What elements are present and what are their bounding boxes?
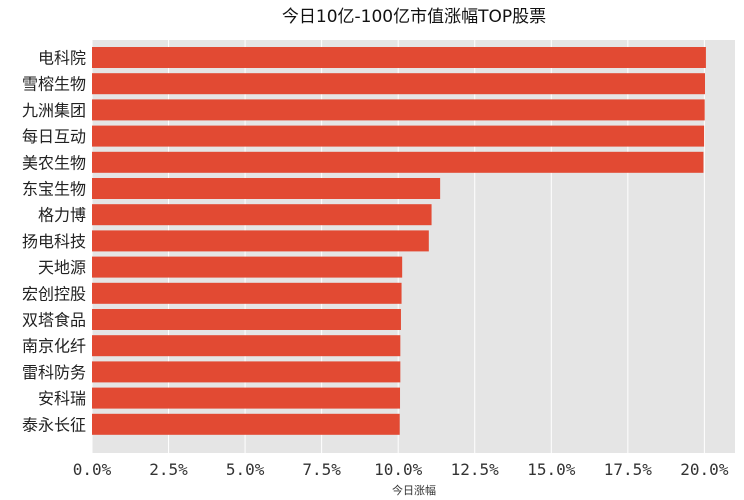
x-tick-label: 17.5% bbox=[604, 460, 653, 479]
x-tick-label: 7.5% bbox=[302, 460, 341, 479]
x-tick-label: 0.0% bbox=[73, 460, 112, 479]
bar bbox=[92, 256, 403, 278]
bar bbox=[92, 413, 400, 435]
bar bbox=[92, 230, 429, 252]
bar bbox=[92, 178, 441, 199]
x-tick-labels: 0.0% 2.5% 5.0% 7.5% 10.0% 12.5% 15.0% 17.5% 20.0… bbox=[73, 460, 729, 479]
x-tick-label: 20.0% bbox=[680, 460, 729, 479]
y-category-label: 美农生物 bbox=[22, 153, 86, 172]
bar bbox=[92, 335, 401, 357]
y-category-label: 雷科防务 bbox=[22, 363, 86, 382]
x-tick-label: 10.0% bbox=[374, 460, 423, 479]
y-category-label: 雪榕生物 bbox=[22, 75, 86, 94]
y-category-label: 格力博 bbox=[38, 206, 86, 225]
bars bbox=[92, 47, 706, 435]
y-category-label: 每日互动 bbox=[22, 127, 86, 146]
y-category-label: 南京化纤 bbox=[22, 337, 86, 356]
bar bbox=[92, 125, 705, 147]
chart-title: 今日10亿-100亿市值涨幅TOP股票 bbox=[282, 7, 546, 27]
y-category-label: 泰永长征 bbox=[22, 415, 86, 434]
y-category-label: 安科瑞 bbox=[38, 389, 86, 408]
x-tick-label: 12.5% bbox=[451, 460, 500, 479]
bar bbox=[92, 309, 401, 330]
bar bbox=[92, 282, 402, 304]
y-category-label: 电科院 bbox=[38, 49, 86, 68]
bar bbox=[92, 47, 706, 68]
x-tick-label: 5.0% bbox=[226, 460, 265, 479]
y-category-label: 扬电科技 bbox=[22, 232, 86, 251]
y-category-label: 东宝生物 bbox=[22, 180, 86, 199]
bar bbox=[92, 361, 401, 383]
y-category-label: 宏创控股 bbox=[22, 284, 86, 303]
x-tick-label: 2.5% bbox=[149, 460, 188, 479]
y-category-label: 双塔食品 bbox=[22, 311, 86, 330]
x-axis-label: 今日涨幅 bbox=[392, 483, 436, 497]
y-category-label: 九洲集团 bbox=[22, 101, 86, 120]
bar bbox=[92, 151, 704, 173]
bar bbox=[92, 73, 705, 95]
bar bbox=[92, 99, 705, 121]
x-tick-label: 15.0% bbox=[527, 460, 576, 479]
bar bbox=[92, 204, 432, 226]
y-category-label: 天地源 bbox=[38, 258, 86, 277]
bar bbox=[92, 387, 401, 409]
y-tick-labels: 电科院雪榕生物九洲集团每日互动美农生物东宝生物格力博扬电科技天地源宏创控股双塔食… bbox=[22, 49, 86, 435]
